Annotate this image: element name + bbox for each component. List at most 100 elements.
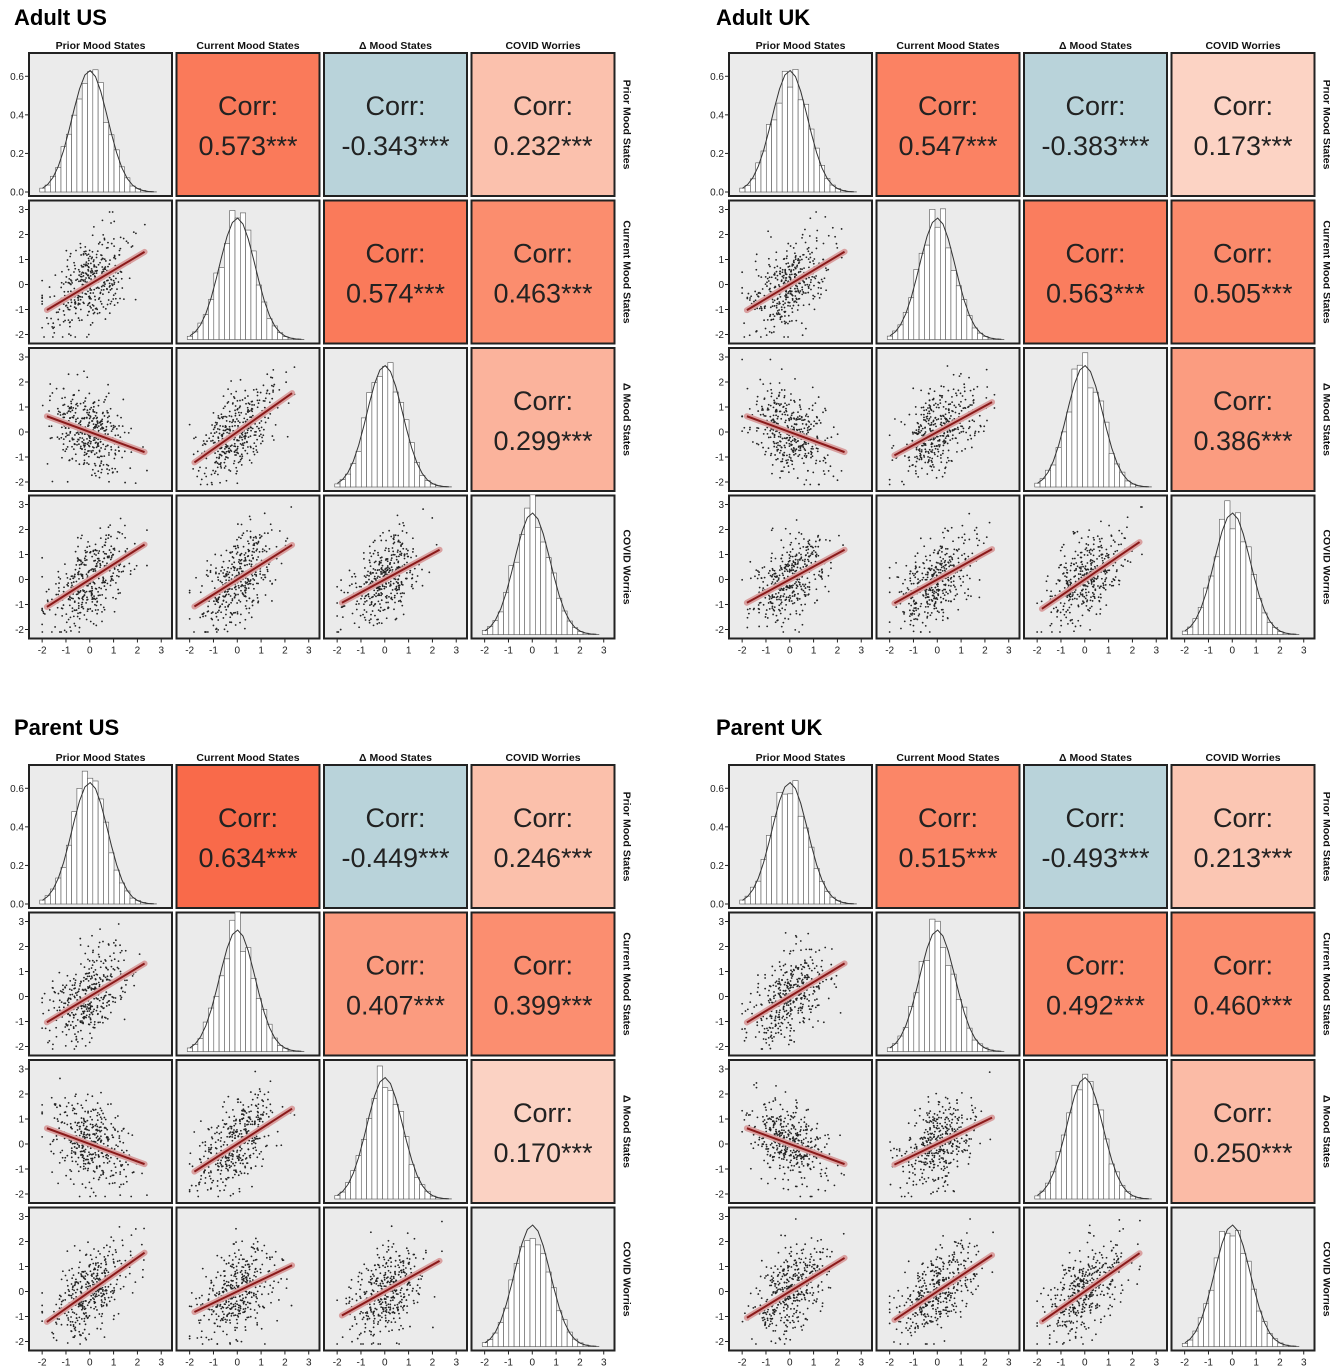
scatter-point: [783, 466, 786, 468]
scatter-point: [968, 426, 971, 428]
histogram-bar: [350, 463, 357, 488]
scatter-point: [114, 425, 116, 428]
scatter-point: [220, 447, 223, 450]
scatter-point: [778, 574, 781, 577]
scatter-point: [384, 568, 387, 571]
scatter-point: [98, 287, 100, 290]
scatter-point: [236, 551, 239, 554]
scatter-point: [942, 592, 945, 595]
scatter-point: [927, 422, 930, 425]
scatter-point: [223, 575, 225, 578]
scatter-point: [69, 305, 72, 308]
scatter-point: [74, 550, 77, 553]
scatter-point: [770, 452, 773, 455]
scatter-point: [391, 598, 394, 601]
scatter-point: [798, 552, 801, 554]
scatter-point: [106, 555, 109, 558]
scatter-point: [920, 389, 923, 392]
scatter-point: [108, 276, 111, 279]
scatter-point: [79, 431, 82, 434]
scatter-point: [912, 624, 915, 627]
scatter-point: [771, 605, 774, 608]
scatter-point: [958, 412, 961, 415]
scatter-point: [796, 477, 799, 479]
scatter-point: [336, 615, 339, 617]
scatter-point: [766, 408, 769, 411]
scatter-point: [252, 539, 254, 542]
scatter-point: [243, 627, 246, 630]
scatter-point: [120, 277, 123, 280]
scatter-point: [88, 301, 91, 304]
scatter-point: [79, 308, 82, 311]
scatter-point: [233, 586, 236, 589]
scatter-point: [83, 408, 86, 411]
scatter-point: [769, 313, 772, 316]
scatter-point: [218, 428, 221, 431]
scatter-point: [776, 619, 779, 622]
corr-value: -0.383***: [1041, 131, 1150, 161]
scatter-point: [74, 411, 77, 414]
scatter-point: [968, 420, 971, 423]
scatter-point: [97, 557, 100, 560]
scatter-point: [920, 406, 923, 409]
scatter-point: [938, 611, 940, 614]
scatter-point: [804, 558, 806, 561]
scatter-point: [812, 471, 815, 474]
scatter-point: [88, 417, 91, 420]
scatter-point: [769, 436, 772, 439]
scatter-point: [787, 292, 789, 295]
scatter-point: [804, 449, 807, 452]
scatter-point: [41, 607, 44, 610]
scatter-point: [933, 390, 936, 393]
scatter-point: [383, 585, 386, 588]
scatter-point: [262, 384, 265, 387]
scatter-point: [934, 416, 937, 419]
scatter-point: [85, 293, 88, 296]
scatter-point: [810, 288, 812, 291]
scatter-point: [69, 255, 72, 258]
scatter-point: [815, 211, 818, 213]
scatter-point: [84, 397, 87, 399]
scatter-point: [775, 414, 778, 417]
scatter-point: [794, 570, 797, 573]
scatter-point: [109, 584, 112, 587]
scatter-point: [761, 567, 764, 569]
scatter-point: [227, 605, 230, 607]
scatter-point: [89, 415, 92, 418]
scatter-point: [797, 561, 799, 563]
scatter-point: [95, 253, 98, 256]
scatter-point: [741, 271, 744, 274]
regression-line: [893, 548, 993, 605]
scatter-point: [227, 593, 230, 596]
scatter-point: [791, 555, 794, 558]
scatter-point: [237, 546, 240, 549]
scatter-point: [69, 410, 72, 413]
scatter-point: [92, 405, 95, 408]
scatter-point: [81, 597, 84, 600]
scatter-point: [959, 392, 962, 395]
scatter-point: [42, 612, 45, 615]
scatter-point: [785, 279, 787, 282]
scatter-point: [801, 334, 804, 337]
scatter-point: [209, 571, 212, 574]
histogram-bar: [781, 70, 788, 193]
scatter-point: [69, 417, 72, 419]
scatter-point: [945, 568, 948, 570]
scatter-point: [911, 572, 914, 575]
scatter-point: [931, 591, 934, 594]
scatter-point: [257, 600, 260, 603]
scatter-point: [62, 604, 65, 606]
scatter-point: [133, 568, 136, 571]
scatter-point: [69, 282, 71, 285]
scatter-point: [916, 618, 919, 621]
scatter-point: [49, 395, 51, 398]
scatter-point: [263, 532, 266, 534]
scatter-point: [68, 440, 71, 443]
scatter-point: [101, 257, 104, 260]
scatter-point: [78, 443, 80, 446]
scatter-point: [79, 280, 82, 282]
scatter-point: [109, 302, 112, 305]
scatter-point: [87, 253, 90, 256]
scatter-point: [260, 426, 263, 429]
scatter-point: [106, 421, 109, 423]
